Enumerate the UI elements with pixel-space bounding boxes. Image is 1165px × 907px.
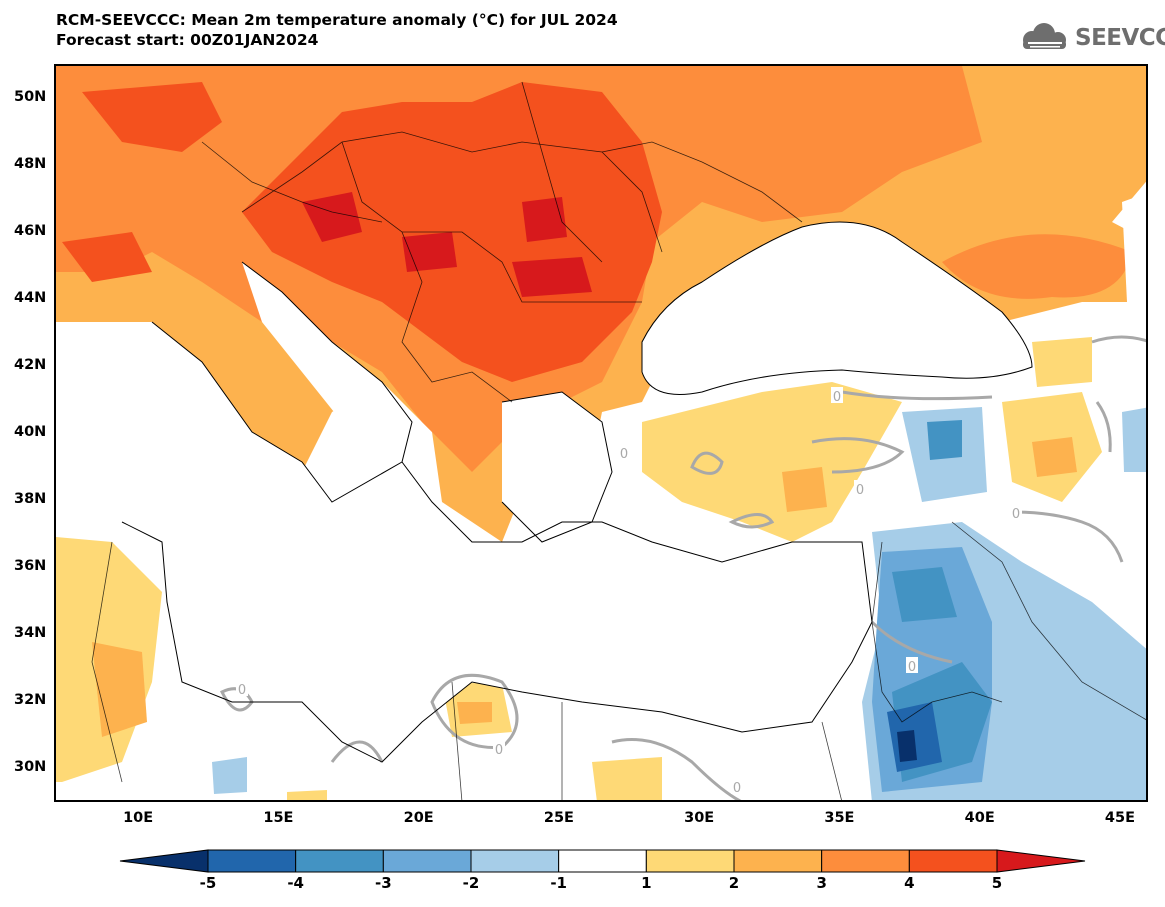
lon-tick-label: 35E bbox=[824, 810, 855, 826]
colorbar-level-label: -1 bbox=[550, 874, 567, 892]
contour-label: 0 bbox=[733, 781, 741, 796]
lon-tick-label: 30E bbox=[684, 810, 715, 826]
colorbar-level-label: 2 bbox=[728, 874, 740, 892]
lat-tick-label: 40N bbox=[14, 424, 47, 440]
map-title: RCM-SEEVCCC: Mean 2m temperature anomaly… bbox=[56, 11, 618, 29]
map-panel: 0 0 0 0 0 0 0 0 bbox=[54, 64, 1148, 802]
lat-tick-label: 42N bbox=[14, 356, 47, 373]
contour-label: 0 bbox=[238, 683, 246, 698]
colorbar-segment bbox=[295, 849, 384, 873]
colorbar-segment bbox=[908, 849, 998, 873]
colorbar-upper-extension bbox=[996, 849, 1086, 873]
forecast-start-subtitle: Forecast start: 00Z01JAN2024 bbox=[56, 31, 319, 49]
lat-tick-label: 34N bbox=[14, 625, 47, 642]
mediterranean-sea bbox=[56, 322, 872, 762]
lat-tick-label: 50N bbox=[14, 88, 47, 105]
colorbar-segment bbox=[821, 849, 910, 873]
lon-tick-label: 15E bbox=[263, 810, 294, 826]
colorbar-level-label: -5 bbox=[199, 874, 217, 892]
country-borders bbox=[91, 81, 1146, 800]
contour-label: 0 bbox=[1012, 507, 1020, 522]
lat-tick-label: 44N bbox=[14, 289, 47, 306]
contour-label: 0 bbox=[620, 447, 628, 462]
lat-tick-label: 32N bbox=[14, 692, 47, 709]
colorbar-segment bbox=[470, 849, 560, 873]
lat-tick-label: 30N bbox=[14, 759, 47, 776]
colorbar-level-label: -4 bbox=[287, 874, 304, 892]
colorbar-lower-extension bbox=[119, 849, 209, 873]
cloud-logo-icon bbox=[1023, 23, 1066, 49]
contour-label: 0 bbox=[856, 483, 864, 498]
aegean-sea bbox=[502, 392, 612, 542]
lat-tick-label: 48N bbox=[14, 155, 47, 172]
sea-mask bbox=[56, 193, 1146, 762]
colorbar-segment bbox=[207, 849, 297, 873]
cool-anomaly-field bbox=[212, 407, 1146, 800]
lon-tick-label: 40E bbox=[964, 810, 995, 826]
coastlines bbox=[121, 221, 1033, 763]
colorbar-level-label: 3 bbox=[816, 874, 827, 892]
anomaly-map: 0 0 0 0 0 0 0 0 bbox=[56, 66, 1146, 800]
colorbar-segment bbox=[382, 849, 472, 873]
colorbar-level-label: 4 bbox=[904, 874, 915, 892]
black-sea bbox=[642, 222, 1032, 395]
colorbar-segment bbox=[645, 849, 735, 873]
lat-tick-label: 46N bbox=[14, 222, 47, 239]
lon-tick-label: 25E bbox=[543, 810, 574, 826]
colorbar-level-label: -2 bbox=[462, 874, 480, 892]
warm-anomaly-patches bbox=[56, 337, 1102, 800]
lat-tick-label: 36N bbox=[14, 558, 47, 575]
contour-label: 0 bbox=[833, 390, 841, 405]
colorbar-segment bbox=[558, 849, 647, 873]
lon-tick-label: 45E bbox=[1104, 810, 1135, 826]
contour-label: 0 bbox=[495, 743, 503, 758]
lat-tick-label: 38N bbox=[14, 491, 47, 508]
colorbar bbox=[119, 849, 1086, 873]
zero-contours bbox=[219, 335, 1146, 800]
logo-text: SEEVCCC bbox=[1075, 25, 1165, 51]
colorbar-level-label: 5 bbox=[991, 874, 1003, 892]
colorbar-level-label: -3 bbox=[374, 874, 392, 892]
lon-tick-label: 20E bbox=[403, 810, 434, 826]
adriatic-sea bbox=[242, 262, 412, 462]
colorbar-segment bbox=[733, 849, 823, 873]
lon-tick-label: 10E bbox=[123, 810, 154, 826]
caspian-sea bbox=[1122, 193, 1146, 319]
colorbar-level-label: 1 bbox=[641, 874, 652, 892]
contour-label: 0 bbox=[908, 660, 916, 675]
